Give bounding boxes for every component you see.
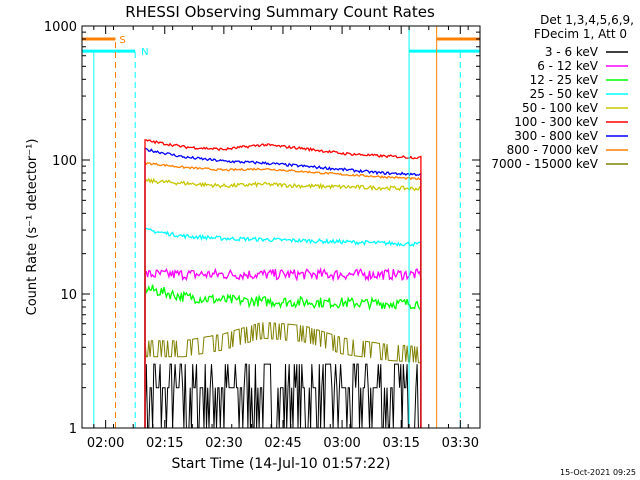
x-tick-label: 03:30 [442, 436, 479, 451]
y-axis-label: Count Rate (s⁻¹ detector⁻¹) [25, 139, 40, 316]
series-line [144, 363, 421, 429]
legend-label: 50 - 100 keV [522, 101, 599, 115]
legend-header-line-1: Det 1,3,4,5,6,9, [540, 13, 634, 27]
y-tick-label: 100 [52, 154, 77, 169]
legend-label: 6 - 12 keV [537, 59, 599, 73]
x-axis-label: Start Time (14-Jul-10 01:57:22) [171, 456, 390, 472]
series-line [144, 322, 422, 428]
legend-label: 12 - 25 keV [530, 73, 599, 87]
y-axis: 1 10 100 1000 [44, 20, 480, 437]
x-axis: 02:00 02:15 02:30 02:45 03:00 03:15 03:30 [87, 26, 479, 451]
legend-label: 25 - 50 keV [530, 87, 599, 101]
series-line [144, 160, 422, 428]
x-tick-label: 02:00 [87, 436, 124, 451]
legend-label: 300 - 800 keV [514, 129, 598, 143]
series-line [144, 266, 422, 428]
series-line [144, 284, 422, 428]
annotation-layer: SN [82, 26, 480, 428]
legend-label: 3 - 6 keV [545, 45, 599, 59]
x-tick-label: 02:15 [146, 436, 183, 451]
plot-frame [81, 25, 481, 429]
series-layer [144, 139, 422, 429]
legend-label: 7000 - 15000 keV [491, 157, 598, 171]
legend-header-line-2: FDecim 1, Att 0 [534, 27, 627, 41]
x-tick-label: 03:15 [382, 436, 419, 451]
saa-label: S [119, 35, 125, 46]
series-line [144, 147, 422, 428]
timestamp-stamp: 15-Oct-2021 09:25 [560, 468, 636, 477]
legend-label: 100 - 300 keV [514, 115, 598, 129]
x-tick-label: 03:00 [323, 436, 360, 451]
x-tick-label: 02:30 [205, 436, 242, 451]
series-line [144, 139, 422, 428]
y-tick-label: 1000 [44, 20, 77, 35]
night-label: N [141, 47, 148, 58]
y-tick-label: 1 [69, 422, 77, 437]
chart-title: RHESSI Observing Summary Count Rates [125, 3, 435, 21]
series-line [144, 177, 422, 428]
legend: Det 1,3,4,5,6,9, FDecim 1, Att 0 3 - 6 k… [491, 13, 634, 171]
y-tick-label: 10 [60, 288, 77, 303]
legend-label: 800 - 7000 keV [507, 143, 599, 157]
series-line [144, 227, 422, 428]
x-tick-label: 02:45 [264, 436, 301, 451]
